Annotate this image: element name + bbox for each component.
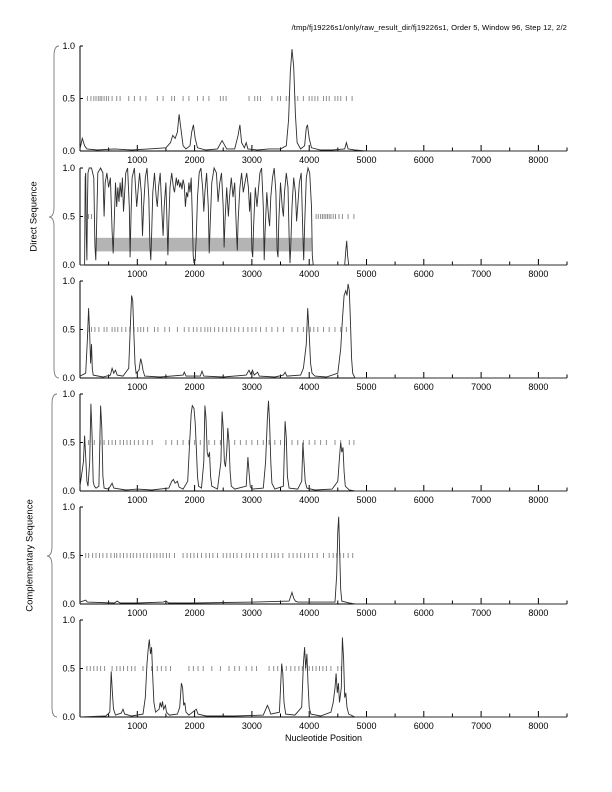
complementary-sequence-brace [46, 393, 58, 718]
x-tick-label: 1000 [127, 721, 147, 731]
x-tick-label: 8000 [528, 382, 548, 392]
x-tick-label: 5000 [356, 608, 376, 618]
y-tick-label: 0.0 [62, 146, 75, 156]
x-tick-label: 6000 [414, 155, 434, 165]
x-tick-label: 6000 [414, 495, 434, 505]
x-tick-label: 1000 [127, 495, 147, 505]
y-tick-label: 0.5 [62, 438, 75, 448]
y-tick-label: 0.0 [62, 599, 75, 609]
x-tick-label: 4000 [299, 495, 319, 505]
y-tick-label: 0.5 [62, 664, 75, 674]
y-tick-label: 1.0 [62, 389, 75, 399]
signal-curve [79, 49, 567, 152]
x-axis-title: Nucleotide Position [284, 733, 363, 743]
x-tick-label: 4000 [299, 269, 319, 279]
x-tick-label: 1000 [127, 269, 147, 279]
x-tick-label: 1000 [127, 608, 147, 618]
x-tick-label: 6000 [414, 382, 434, 392]
x-tick-label: 2000 [185, 495, 205, 505]
y-tick-label: 1.0 [62, 615, 75, 625]
x-tick-label: 5000 [356, 721, 376, 731]
signal-curve [80, 166, 567, 266]
x-tick-label: 6000 [414, 608, 434, 618]
signal-curve [79, 637, 567, 718]
site-markers [88, 440, 355, 445]
site-markers [87, 327, 347, 332]
x-tick-label: 3000 [242, 495, 262, 505]
x-tick-label: 5000 [356, 495, 376, 505]
y-tick-label: 0.0 [62, 712, 75, 722]
y-tick-label: 1.0 [62, 163, 75, 173]
x-tick-label: 4000 [299, 608, 319, 618]
x-tick-label: 8000 [528, 269, 548, 279]
x-tick-label: 4000 [299, 721, 319, 731]
x-tick-label: 7000 [471, 608, 491, 618]
x-tick-label: 8000 [528, 495, 548, 505]
x-tick-label: 7000 [471, 155, 491, 165]
highlight-band [95, 237, 312, 252]
y-tick-label: 0.5 [62, 325, 75, 335]
panel-comp-2: 1000 2000 3000 4000 5000 6000 7000 8000 0.0 0.5 1.… [62, 502, 568, 618]
site-markers [86, 666, 342, 671]
y-tick-label: 1.0 [62, 41, 75, 51]
x-tick-label: 2000 [185, 382, 205, 392]
y-tick-label: 0.5 [62, 212, 75, 222]
y-tick-label: 0.5 [62, 94, 75, 104]
complementary-sequence-label: Complementary Sequence [24, 499, 36, 612]
y-tick-label: 0.5 [62, 551, 75, 561]
direct-sequence-label: Direct Sequence [28, 181, 40, 252]
x-tick-label: 4000 [299, 155, 319, 165]
x-tick-label: 1000 [127, 382, 147, 392]
x-tick-label: 4000 [299, 382, 319, 392]
direct-sequence-brace [48, 45, 60, 379]
x-tick-label: 5000 [356, 269, 376, 279]
x-tick-label: 3000 [242, 721, 262, 731]
x-tick-label: 2000 [185, 608, 205, 618]
x-tick-label: 5000 [356, 382, 376, 392]
x-tick-label: 7000 [471, 495, 491, 505]
panel-comp-1: 1000 2000 3000 4000 5000 6000 7000 8000 0.0 0.5 1.… [62, 389, 568, 505]
x-tick-label: 3000 [242, 269, 262, 279]
x-tick-label: 5000 [356, 155, 376, 165]
y-tick-label: 0.0 [62, 373, 75, 383]
y-tick-label: 0.0 [62, 260, 75, 270]
x-tick-label: 7000 [471, 269, 491, 279]
y-tick-label: 0.0 [62, 486, 75, 496]
site-markers [85, 553, 354, 558]
x-tick-label: 2000 [185, 155, 205, 165]
x-tick-label: 3000 [242, 155, 262, 165]
plot-title: /tmp/fj19226s1/only/raw_result_dir/fj192… [291, 23, 567, 32]
signal-curve [79, 400, 567, 492]
x-tick-label: 6000 [414, 269, 434, 279]
panel-comp-3: 1000 2000 3000 4000 5000 6000 7000 8000 0.0 0.5 1.… [62, 615, 568, 731]
x-tick-label: 3000 [242, 608, 262, 618]
y-tick-label: 1.0 [62, 276, 75, 286]
site-markers [86, 96, 353, 101]
x-tick-label: 2000 [185, 721, 205, 731]
x-tick-label: 1000 [127, 155, 147, 165]
x-tick-label: 6000 [414, 721, 434, 731]
signal-curve [79, 283, 567, 379]
panel-direct-3: 1000 2000 3000 4000 5000 6000 7000 8000 0.0 0.5 1.… [62, 276, 568, 392]
y-tick-label: 1.0 [62, 502, 75, 512]
panel-direct-1: 1000 2000 3000 4000 5000 6000 7000 8000 0.0 0.5 1.… [62, 41, 568, 165]
x-tick-label: 7000 [471, 721, 491, 731]
x-tick-label: 2000 [185, 269, 205, 279]
x-tick-label: 8000 [528, 721, 548, 731]
site-markers [88, 214, 355, 219]
x-tick-label: 3000 [242, 382, 262, 392]
x-tick-label: 7000 [471, 382, 491, 392]
panel-direct-2: 1000 2000 3000 4000 5000 6000 7000 8000 0.0 0.5 1.… [62, 163, 568, 279]
signal-curve [79, 516, 567, 605]
x-tick-label: 8000 [528, 155, 548, 165]
x-tick-label: 8000 [528, 608, 548, 618]
